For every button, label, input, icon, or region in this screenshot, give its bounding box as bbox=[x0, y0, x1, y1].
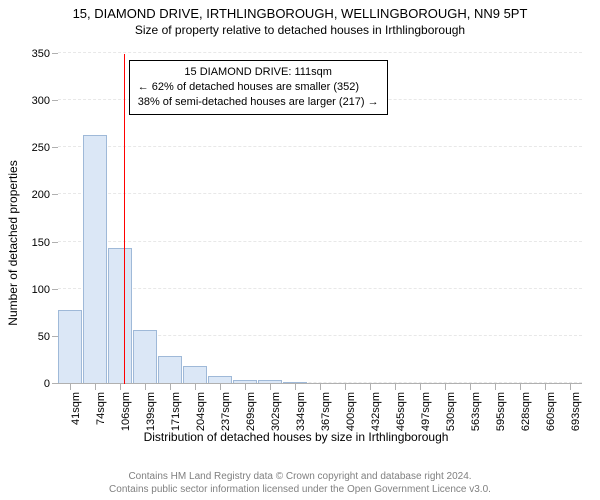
y-tick bbox=[52, 53, 58, 54]
x-axis-label: Distribution of detached houses by size … bbox=[0, 430, 592, 444]
y-tick-label: 100 bbox=[32, 284, 50, 296]
gridline bbox=[58, 241, 582, 243]
x-tick-label: 367sqm bbox=[320, 392, 332, 431]
x-tick-label: 74sqm bbox=[95, 392, 107, 425]
y-tick bbox=[52, 242, 58, 243]
y-tick-label: 250 bbox=[32, 142, 50, 154]
x-tick bbox=[295, 384, 296, 390]
x-tick-label: 660sqm bbox=[545, 392, 557, 431]
histogram-bar bbox=[83, 135, 107, 384]
histogram-bar bbox=[133, 330, 157, 384]
y-tick-label: 0 bbox=[44, 378, 50, 390]
x-tick-label: 204sqm bbox=[195, 392, 207, 431]
x-tick bbox=[445, 384, 446, 390]
page-subtitle: Size of property relative to detached ho… bbox=[0, 23, 600, 37]
attribution-line-2: Contains public sector information licen… bbox=[109, 484, 491, 495]
x-tick bbox=[145, 384, 146, 390]
x-tick-label: 41sqm bbox=[70, 392, 82, 425]
x-tick-label: 302sqm bbox=[270, 392, 282, 431]
x-tick-label: 400sqm bbox=[345, 392, 357, 431]
y-tick bbox=[52, 289, 58, 290]
x-tick bbox=[195, 384, 196, 390]
x-tick bbox=[320, 384, 321, 390]
histogram-bar bbox=[158, 356, 182, 384]
x-tick-label: 139sqm bbox=[145, 392, 157, 431]
y-tick-label: 200 bbox=[32, 189, 50, 201]
gridline bbox=[58, 193, 582, 195]
x-tick-label: 171sqm bbox=[170, 392, 182, 431]
x-tick-label: 237sqm bbox=[220, 392, 232, 431]
x-tick-label: 563sqm bbox=[470, 392, 482, 431]
plot-area: 05010015020025030035041sqm74sqm106sqm139… bbox=[58, 54, 582, 384]
x-tick bbox=[370, 384, 371, 390]
x-tick bbox=[395, 384, 396, 390]
x-tick bbox=[270, 384, 271, 390]
x-tick-label: 334sqm bbox=[295, 392, 307, 431]
y-tick-label: 50 bbox=[38, 331, 50, 343]
x-tick bbox=[170, 384, 171, 390]
x-tick bbox=[345, 384, 346, 390]
x-tick bbox=[220, 384, 221, 390]
gridline bbox=[58, 52, 582, 54]
gridline bbox=[58, 146, 582, 148]
x-tick-label: 269sqm bbox=[245, 392, 257, 431]
x-tick bbox=[545, 384, 546, 390]
x-tick bbox=[120, 384, 121, 390]
x-tick bbox=[95, 384, 96, 390]
x-tick-label: 693sqm bbox=[570, 392, 582, 431]
x-tick bbox=[70, 384, 71, 390]
y-tick-label: 300 bbox=[32, 95, 50, 107]
x-tick bbox=[495, 384, 496, 390]
y-tick bbox=[52, 100, 58, 101]
histogram-bar bbox=[183, 366, 207, 384]
x-tick bbox=[420, 384, 421, 390]
attribution-line-1: Contains HM Land Registry data © Crown c… bbox=[128, 471, 471, 482]
annotation-line-3: 38% of semi-detached houses are larger (… bbox=[138, 95, 379, 110]
x-tick bbox=[520, 384, 521, 390]
annotation-box: 15 DIAMOND DRIVE: 111sqm← 62% of detache… bbox=[129, 60, 388, 115]
attribution-text: Contains HM Land Registry data © Crown c… bbox=[0, 471, 600, 496]
y-tick bbox=[52, 194, 58, 195]
x-tick-label: 432sqm bbox=[370, 392, 382, 431]
y-tick-label: 350 bbox=[32, 48, 50, 60]
y-tick bbox=[52, 336, 58, 337]
x-tick-label: 106sqm bbox=[120, 392, 132, 431]
y-axis-label: Number of detached properties bbox=[6, 160, 20, 325]
annotation-line-2: ← 62% of detached houses are smaller (35… bbox=[138, 80, 379, 95]
x-tick bbox=[245, 384, 246, 390]
y-tick-label: 150 bbox=[32, 237, 50, 249]
y-tick bbox=[52, 147, 58, 148]
page-title: 15, DIAMOND DRIVE, IRTHLINGBOROUGH, WELL… bbox=[0, 6, 600, 22]
x-axis-line bbox=[58, 383, 582, 384]
x-tick-label: 465sqm bbox=[395, 392, 407, 431]
chart-area: Number of detached properties 0501001502… bbox=[0, 46, 592, 440]
histogram-bar bbox=[108, 248, 132, 384]
gridline bbox=[58, 288, 582, 290]
property-marker-line bbox=[124, 54, 125, 384]
x-tick-label: 628sqm bbox=[520, 392, 532, 431]
histogram-bar bbox=[58, 310, 82, 384]
x-tick-label: 595sqm bbox=[495, 392, 507, 431]
annotation-line-1: 15 DIAMOND DRIVE: 111sqm bbox=[138, 65, 379, 80]
x-tick-label: 530sqm bbox=[445, 392, 457, 431]
x-tick bbox=[470, 384, 471, 390]
x-tick-label: 497sqm bbox=[420, 392, 432, 431]
x-tick bbox=[570, 384, 571, 390]
